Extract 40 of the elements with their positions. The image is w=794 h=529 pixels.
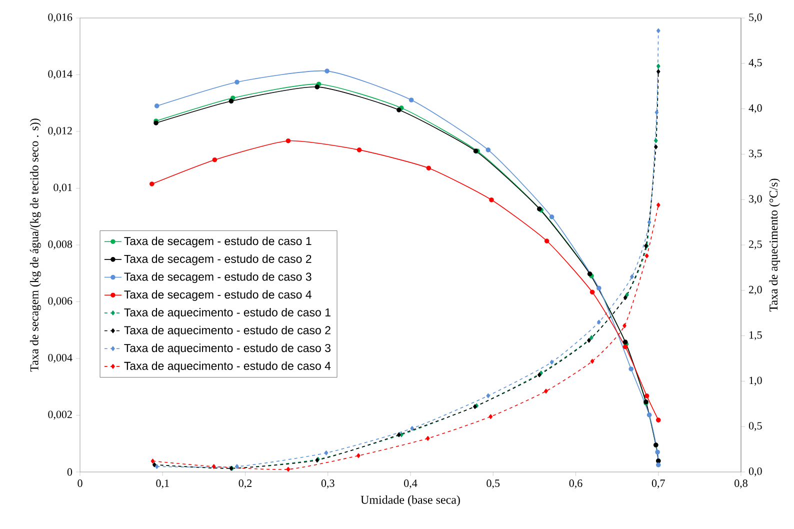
y-tick-label: 0,002 <box>48 410 72 420</box>
y2-tick-label: 0,5 <box>748 422 762 432</box>
x-tick-label: 0 <box>78 480 82 487</box>
x-tick-label: 0,1 <box>156 480 169 489</box>
x-tick-label: 0,2 <box>238 480 252 489</box>
x-tick-label: 0,5 <box>486 480 500 489</box>
y2-tick-label: 5,0 <box>749 14 762 22</box>
legend-label: Taxa de secagem - estudo de caso 4 <box>124 290 312 301</box>
y2-axis-title: Taxa de aquecimento (°C/s) <box>769 178 780 312</box>
y2-tick-label: 2,5 <box>749 240 762 250</box>
y2-tick-label: 1,5 <box>750 331 762 340</box>
x-tick-label: 0,8 <box>734 480 748 489</box>
legend-label: Taxa de secagem - estudo de caso 1 <box>124 236 312 248</box>
x-tick-label: 0,4 <box>404 480 418 489</box>
y-tick-label: 0,006 <box>48 297 72 306</box>
y-tick-label: 0,01 <box>54 184 72 193</box>
legend-label: Taxa de aquecimento - estudo de caso 3 <box>124 344 330 354</box>
legend-label: Taxa de aquecimento - estudo de caso 2 <box>124 326 330 337</box>
y2-tick-label: 3,0 <box>749 195 762 204</box>
legend-label: Taxa de secagem - estudo de caso 3 <box>124 272 312 284</box>
x-axis-title: Umidade (base seca) <box>360 495 460 506</box>
y-tick-label: 0 <box>67 468 72 476</box>
y-tick-label: 0,014 <box>48 70 72 80</box>
y-tick-label: 0,008 <box>48 240 72 250</box>
x-tick-label: 0,3 <box>321 480 334 489</box>
legend-label: Taxa de secagem - estudo de caso 2 <box>124 254 312 266</box>
y2-tick-label: 3,5 <box>749 150 762 159</box>
y2-tick-label: 4,0 <box>748 104 762 114</box>
y2-tick-label: 4,5 <box>748 58 762 68</box>
legend-label: Taxa de aquecimento - estudo de caso 1 <box>124 308 330 319</box>
y-tick-label: 0,016 <box>48 13 72 22</box>
y2-tick-label: 0,0 <box>748 467 762 476</box>
y-tick-label: 0,012 <box>48 126 72 136</box>
y2-tick-label: 1,0 <box>750 376 762 386</box>
x-tick-label: 0,6 <box>569 480 582 489</box>
legend-label: Taxa de aquecimento - estudo de caso 4 <box>124 362 331 372</box>
y-tick-label: 0,004 <box>48 354 72 363</box>
x-tick-label: 0,7 <box>652 480 665 489</box>
y-axis-title: Taxa de secagem (kg de água/(kg de tecido seco . s)) <box>30 118 41 372</box>
y2-tick-label: 2,0 <box>749 286 762 295</box>
